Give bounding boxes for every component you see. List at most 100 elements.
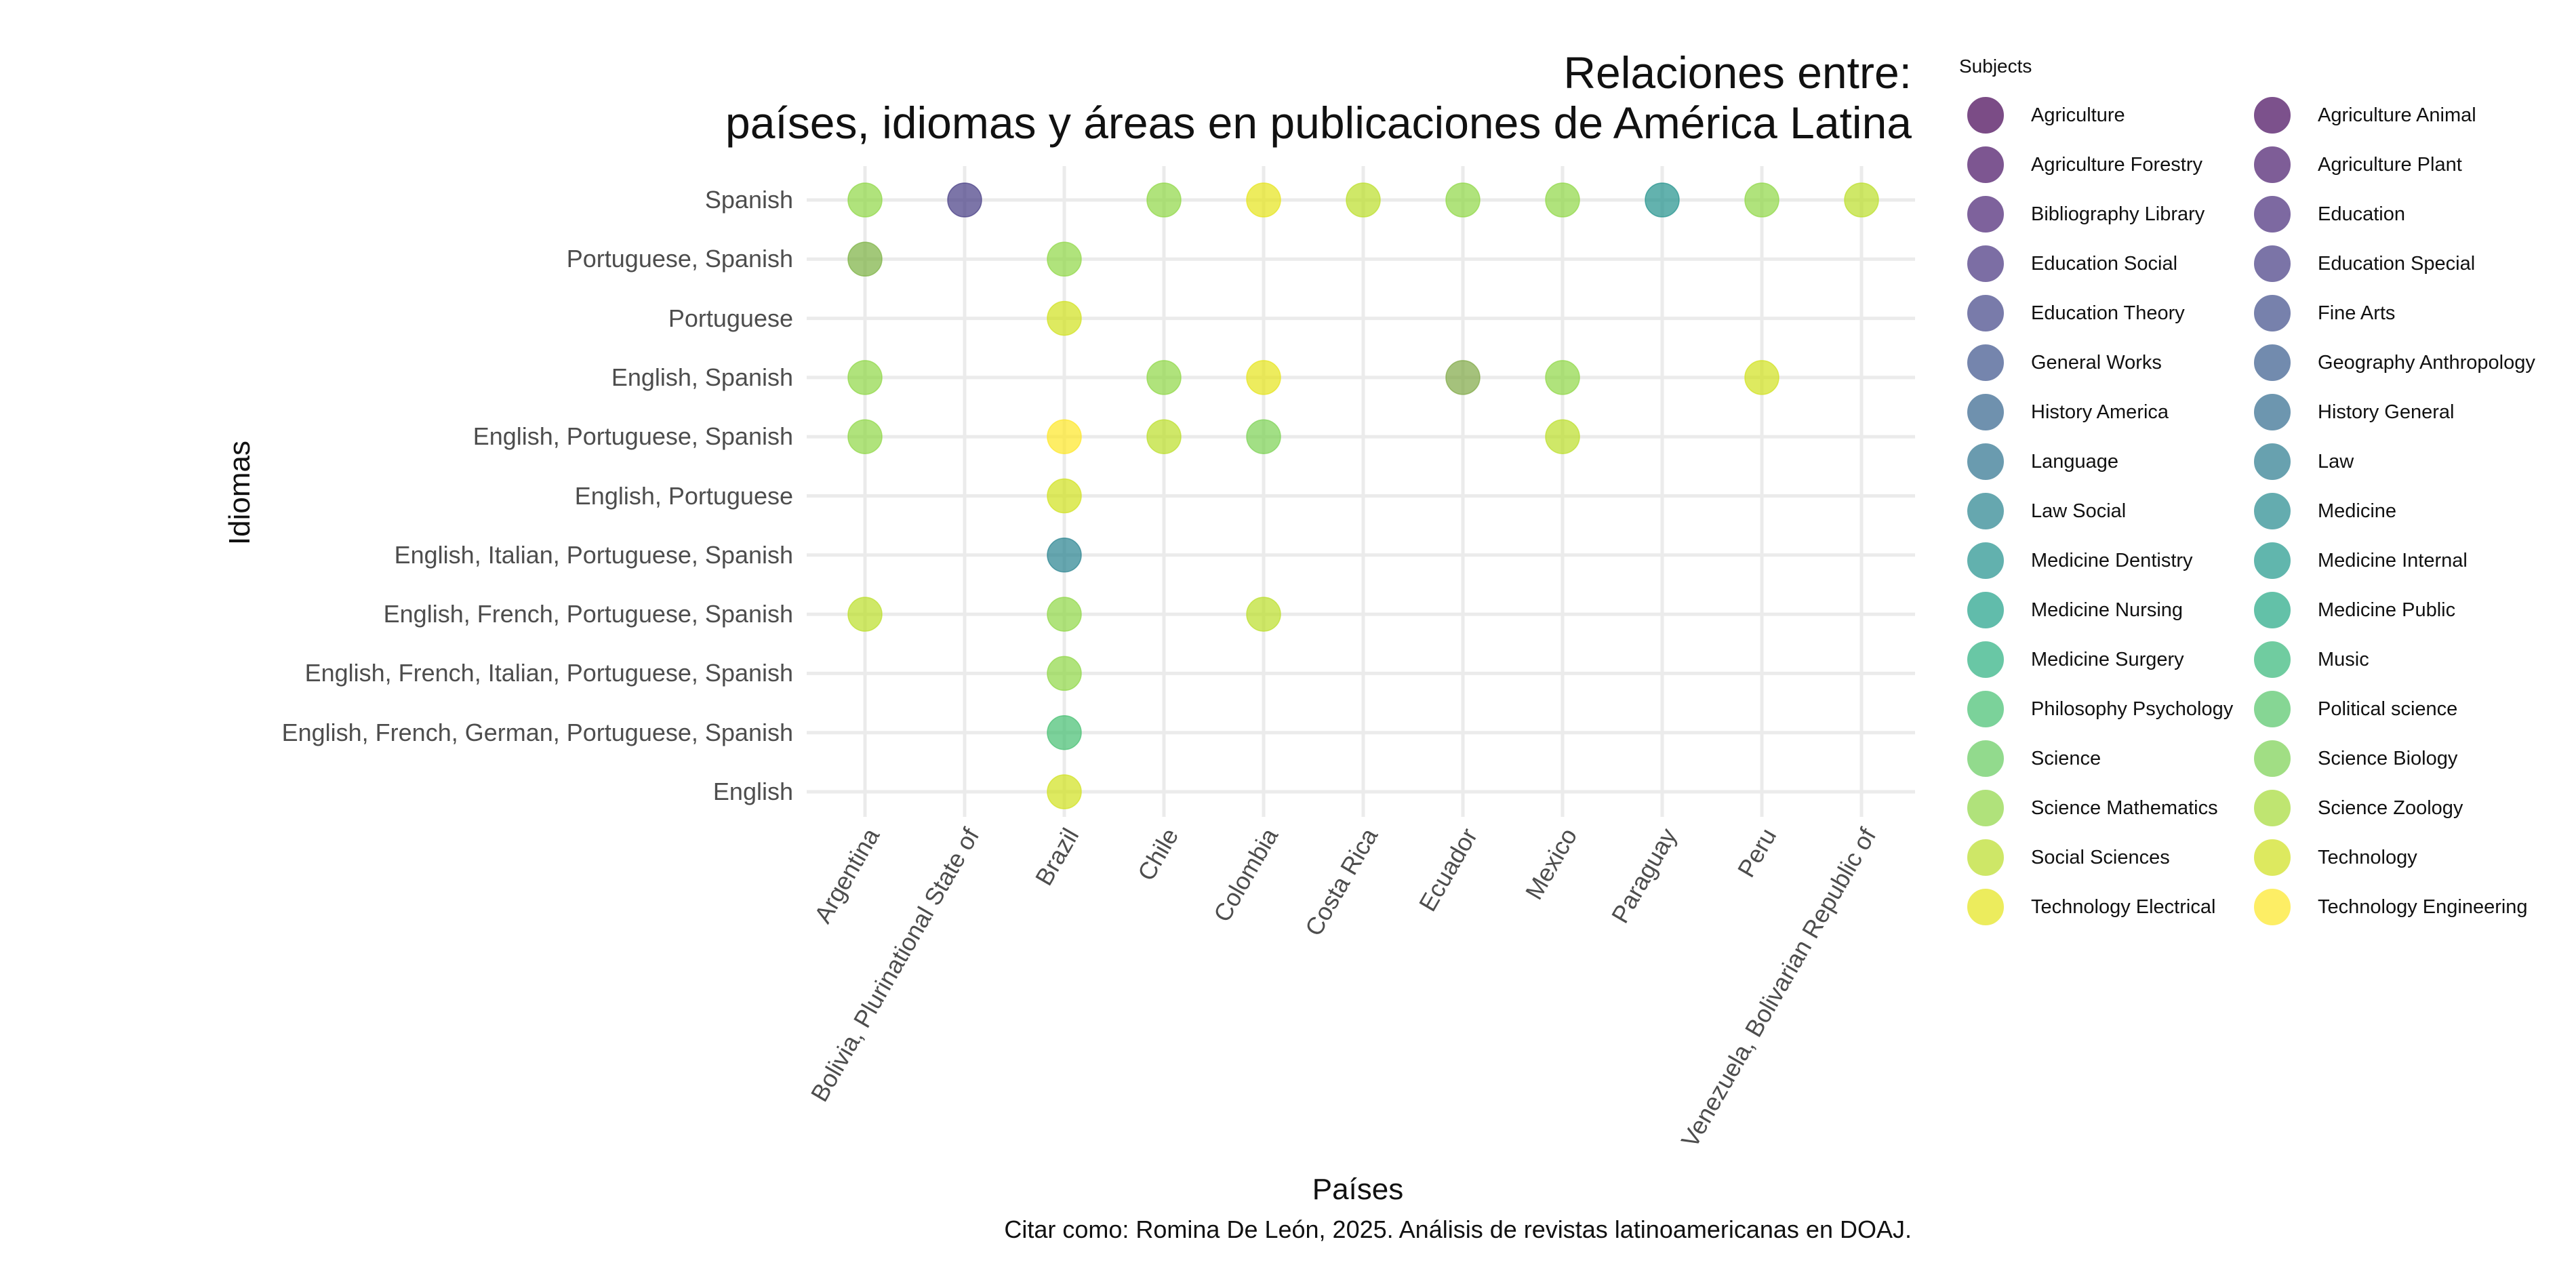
- legend-swatch: [1967, 344, 2004, 381]
- legend-swatch: [1967, 493, 2004, 529]
- legend-swatch: [2254, 146, 2291, 183]
- data-point: [1047, 538, 1082, 573]
- legend-label: Social Sciences: [2031, 846, 2170, 868]
- legend-swatch: [1967, 146, 2004, 183]
- data-point: [847, 597, 883, 632]
- legend-label: History General: [2318, 401, 2455, 423]
- legend-item: Technology: [2254, 837, 2417, 878]
- legend-swatch: [2254, 790, 2291, 826]
- data-point: [847, 182, 883, 218]
- legend-swatch: [2254, 344, 2291, 381]
- legend-item: Agriculture Animal: [2254, 95, 2476, 136]
- legend-swatch: [2254, 740, 2291, 777]
- data-point: [1047, 478, 1082, 514]
- data-point: [847, 360, 883, 395]
- legend-label: Medicine Public: [2318, 599, 2456, 621]
- legend-swatch: [2254, 889, 2291, 925]
- data-point: [1047, 241, 1082, 277]
- y-tick-label: Portuguese, Spanish: [566, 245, 793, 273]
- legend-item: Law: [2254, 441, 2354, 482]
- legend-item: Agriculture: [1967, 95, 2125, 136]
- data-point: [1445, 182, 1481, 218]
- legend-item: Agriculture Forestry: [1967, 144, 2202, 185]
- y-tick-label: Portuguese: [668, 304, 793, 332]
- legend-item: Medicine Dentistry: [1967, 540, 2193, 581]
- data-point: [1146, 419, 1182, 454]
- data-point: [1346, 182, 1381, 218]
- y-tick-label: English, French, Portuguese, Spanish: [383, 600, 793, 628]
- data-point: [1047, 656, 1082, 691]
- data-point: [1146, 182, 1182, 218]
- legend-swatch: [1967, 740, 2004, 777]
- data-point: [1246, 182, 1281, 218]
- legend-label: Medicine: [2318, 500, 2397, 522]
- data-point: [1047, 715, 1082, 750]
- legend-item: Medicine: [2254, 491, 2396, 531]
- legend-swatch: [2254, 394, 2291, 430]
- legend-item: Education Special: [2254, 243, 2475, 284]
- legend-label: Fine Arts: [2318, 302, 2396, 324]
- legend-swatch: [1967, 592, 2004, 628]
- legend-item: Geography Anthropology: [2254, 342, 2535, 383]
- legend-label: Technology Engineering: [2318, 895, 2528, 918]
- legend-item: Medicine Public: [2254, 590, 2455, 630]
- chart-title-line-1: Relaciones entre:: [1563, 47, 1912, 98]
- legend-item: General Works: [1967, 342, 2162, 383]
- legend-swatch: [2254, 691, 2291, 727]
- legend-swatch: [1967, 97, 2004, 134]
- y-tick-label: English, Italian, Portuguese, Spanish: [394, 540, 793, 569]
- legend-label: Music: [2318, 648, 2369, 670]
- legend-label: Science Mathematics: [2031, 797, 2218, 819]
- data-point: [1246, 597, 1281, 632]
- legend-swatch: [1967, 641, 2004, 678]
- legend-item: Music: [2254, 639, 2369, 680]
- legend-item: Science Mathematics: [1967, 788, 2218, 828]
- legend-label: Technology: [2318, 846, 2417, 868]
- legend-label: Bibliography Library: [2031, 203, 2205, 225]
- y-tick-label: English, French, German, Portuguese, Spa…: [281, 718, 793, 746]
- legend-swatch: [2254, 493, 2291, 529]
- data-point: [1545, 419, 1580, 454]
- data-point: [1645, 182, 1680, 218]
- legend-label: Education: [2318, 203, 2405, 225]
- chart-caption: Citar como: Romina De León, 2025. Anális…: [1004, 1215, 1912, 1243]
- legend-label: Education Special: [2318, 252, 2476, 275]
- legend-label: Philosophy Psychology: [2031, 698, 2234, 720]
- legend-item: Education: [2254, 194, 2405, 235]
- legend-swatch: [2254, 839, 2291, 876]
- legend-item: Social Sciences: [1967, 837, 2170, 878]
- y-tick-label: English, Portuguese, Spanish: [472, 422, 793, 451]
- legend-swatch: [2254, 196, 2291, 233]
- data-point: [1047, 419, 1082, 454]
- legend-item: History America: [1967, 392, 2169, 432]
- data-point: [1545, 182, 1580, 218]
- legend-swatch: [1967, 839, 2004, 876]
- points: [847, 182, 1879, 809]
- data-point: [1146, 360, 1182, 395]
- legend-item: Technology Electrical: [1967, 887, 2215, 927]
- legend-swatch: [2254, 245, 2291, 282]
- y-tick-label: English: [712, 778, 793, 805]
- legend-swatch: [2254, 542, 2291, 579]
- data-point: [1246, 360, 1281, 395]
- data-point: [1047, 774, 1082, 809]
- legend-item: Philosophy Psychology: [1967, 689, 2233, 729]
- legend-label: Medicine Internal: [2318, 549, 2468, 571]
- legend-swatch: [1967, 295, 2004, 331]
- legend-label: Agriculture Animal: [2318, 104, 2476, 126]
- legend-swatch: [1967, 542, 2004, 579]
- legend-label: Medicine Dentistry: [2031, 549, 2193, 571]
- legend-item: Language: [1967, 441, 2118, 482]
- data-point: [1844, 182, 1879, 218]
- legend-item: Political science: [2254, 689, 2457, 729]
- y-tick-label: English, Portuguese: [574, 481, 793, 510]
- legend-swatch: [2254, 97, 2291, 134]
- legend-label: Science: [2031, 747, 2101, 769]
- legend-swatch: [1967, 394, 2004, 430]
- legend-label: General Works: [2031, 351, 2162, 374]
- legend-title: Subjects: [1959, 56, 2032, 77]
- legend-swatch: [1967, 443, 2004, 480]
- x-axis-title: Países: [1312, 1173, 1404, 1206]
